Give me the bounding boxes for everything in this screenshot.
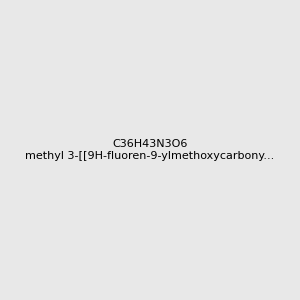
Text: C36H43N3O6
methyl 3-[[9H-fluoren-9-ylmethoxycarbony...: C36H43N3O6 methyl 3-[[9H-fluoren-9-ylmet… [26,139,275,161]
